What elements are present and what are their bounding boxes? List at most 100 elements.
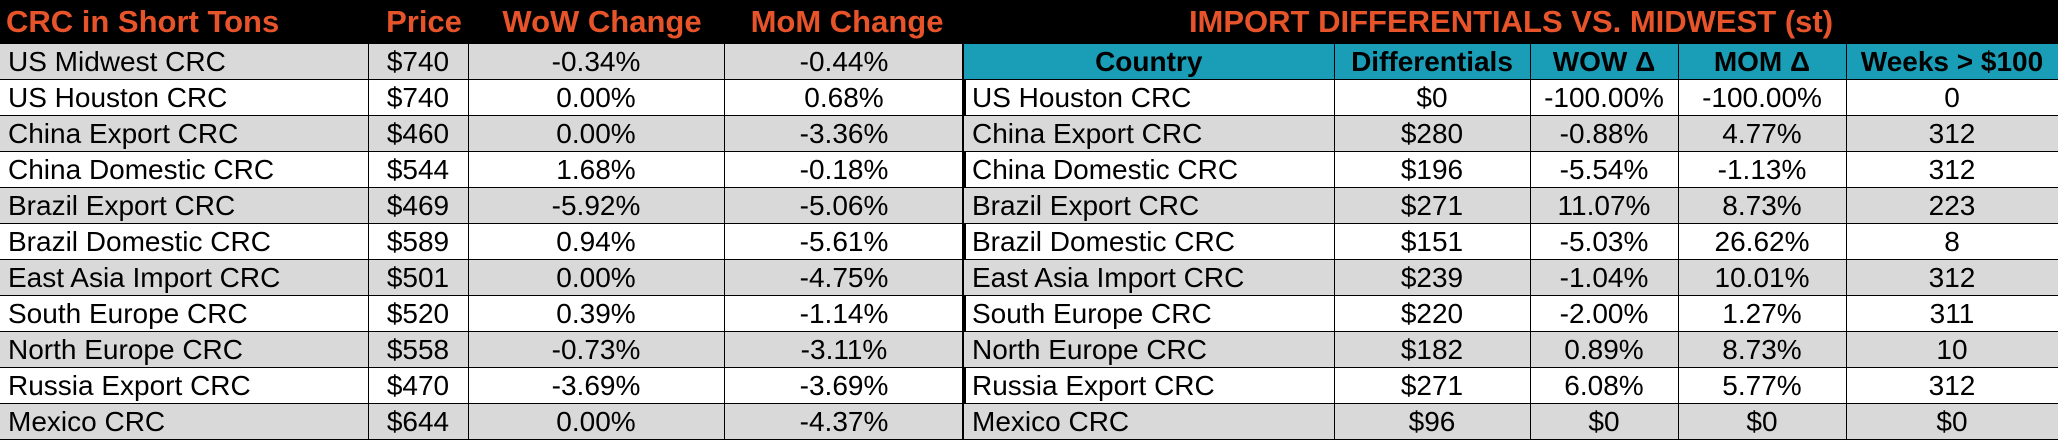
cell-wow: $0	[1530, 403, 1679, 440]
column-header-country: Country	[964, 44, 1335, 80]
cell-price: $644	[368, 403, 469, 440]
cell-diff: $220	[1334, 295, 1531, 332]
crc-prices-header-row: CRC in Short Tons Price WoW Change MoM C…	[0, 0, 964, 44]
import-differentials-panel: IMPORT DIFFERENTIALS VS. MIDWEST (st) Co…	[964, 0, 2058, 440]
cell-name: Brazil Domestic CRC	[0, 223, 369, 260]
cell-weeks: 10	[1846, 331, 2058, 368]
cell-diff: $196	[1334, 151, 1531, 188]
crc-prices-table-panel: CRC in Short Tons Price WoW Change MoM C…	[0, 0, 965, 440]
cell-name: US Midwest CRC	[0, 44, 369, 80]
cell-mom: -5.06%	[724, 187, 965, 224]
cell-weeks: 311	[1846, 295, 2058, 332]
cell-name: North Europe CRC	[964, 331, 1335, 368]
cell-mom: -5.61%	[724, 223, 965, 260]
cell-mom: -1.14%	[724, 295, 965, 332]
cell-mom: 4.77%	[1678, 115, 1847, 152]
cell-price: $558	[368, 331, 469, 368]
cell-name: Brazil Export CRC	[964, 187, 1335, 224]
cell-weeks: 312	[1846, 115, 2058, 152]
cell-wow: 11.07%	[1530, 187, 1679, 224]
crc-prices-table: US Midwest CRC $740 -0.34% -0.44% US Houston…	[0, 44, 965, 440]
cell-diff: $271	[1334, 367, 1531, 404]
cell-price: $469	[368, 187, 469, 224]
cell-weeks: 223	[1846, 187, 2058, 224]
cell-price: $544	[368, 151, 469, 188]
cell-wow: -5.92%	[468, 187, 725, 224]
cell-name: South Europe CRC	[964, 295, 1335, 332]
cell-name: North Europe CRC	[0, 331, 369, 368]
table-row: Brazil Export CRC $271 11.07% 8.73% 223	[964, 187, 2058, 224]
cell-name: US Houston CRC	[964, 79, 1335, 116]
table-row: China Export CRC $280 -0.88% 4.77% 312	[964, 115, 2058, 152]
table-row: China Export CRC $460 0.00% -3.36%	[0, 115, 965, 152]
cell-name: Mexico CRC	[964, 403, 1335, 440]
cell-mom: 10.01%	[1678, 259, 1847, 296]
table-row: Russia Export CRC $470 -3.69% -3.69%	[0, 367, 965, 404]
cell-wow: 6.08%	[1530, 367, 1679, 404]
column-header-weeks-over-100: Weeks > $100	[1846, 44, 2058, 80]
cell-mom: -3.69%	[724, 367, 965, 404]
cell-name: East Asia Import CRC	[964, 259, 1335, 296]
table-row: North Europe CRC $558 -0.73% -3.11%	[0, 331, 965, 368]
cell-mom: $0	[1678, 403, 1847, 440]
column-header-wow: WoW Change	[502, 4, 702, 39]
cell-name: China Domestic CRC	[964, 151, 1335, 188]
cell-weeks: 312	[1846, 259, 2058, 296]
table-row: East Asia Import CRC $501 0.00% -4.75%	[0, 259, 965, 296]
cell-name: China Export CRC	[0, 115, 369, 152]
table-row: China Domestic CRC $196 -5.54% -1.13% 312	[964, 151, 2058, 188]
cell-mom: 8.73%	[1678, 331, 1847, 368]
cell-wow: 0.00%	[468, 115, 725, 152]
cell-diff: $271	[1334, 187, 1531, 224]
cell-wow: 0.00%	[468, 403, 725, 440]
cell-name: China Domestic CRC	[0, 151, 369, 188]
table-row: US Houston CRC $0 -100.00% -100.00% 0	[964, 79, 2058, 116]
table-row: Russia Export CRC $271 6.08% 5.77% 312	[964, 367, 2058, 404]
cell-diff: $239	[1334, 259, 1531, 296]
cell-mom: -3.36%	[724, 115, 965, 152]
cell-name: China Export CRC	[964, 115, 1335, 152]
cell-mom: -0.44%	[724, 44, 965, 80]
cell-wow: -1.04%	[1530, 259, 1679, 296]
column-header-price: Price	[386, 4, 462, 39]
table-row: China Domestic CRC $544 1.68% -0.18%	[0, 151, 965, 188]
cell-price: $470	[368, 367, 469, 404]
cell-weeks: 0	[1846, 79, 2058, 116]
cell-diff: $151	[1334, 223, 1531, 260]
cell-name: East Asia Import CRC	[0, 259, 369, 296]
cell-wow: -0.73%	[468, 331, 725, 368]
cell-price: $460	[368, 115, 469, 152]
cell-mom: -1.13%	[1678, 151, 1847, 188]
table-row: US Midwest CRC $740 -0.34% -0.44%	[0, 44, 965, 80]
cell-price: $589	[368, 223, 469, 260]
cell-mom: -4.75%	[724, 259, 965, 296]
cell-wow: -100.00%	[1530, 79, 1679, 116]
import-differentials-header-row: Country Differentials WOW Δ MOM Δ Weeks …	[964, 44, 2058, 80]
table-row: East Asia Import CRC $239 -1.04% 10.01% 312	[964, 259, 2058, 296]
cell-name: Russia Export CRC	[964, 367, 1335, 404]
cell-wow: 1.68%	[468, 151, 725, 188]
cell-price: $740	[368, 79, 469, 116]
cell-mom: -100.00%	[1678, 79, 1847, 116]
cell-wow: 0.00%	[468, 79, 725, 116]
cell-price: $740	[368, 44, 469, 80]
cell-wow: 0.39%	[468, 295, 725, 332]
cell-mom: 5.77%	[1678, 367, 1847, 404]
cell-wow: -0.88%	[1530, 115, 1679, 152]
cell-wow: -3.69%	[468, 367, 725, 404]
table-row: South Europe CRC $220 -2.00% 1.27% 311	[964, 295, 2058, 332]
cell-price: $501	[368, 259, 469, 296]
cell-weeks: $0	[1846, 403, 2058, 440]
column-header-name: CRC in Short Tons	[6, 4, 280, 39]
table-row: Mexico CRC $96 $0 $0 $0	[964, 403, 2058, 440]
table-row: Brazil Export CRC $469 -5.92% -5.06%	[0, 187, 965, 224]
cell-diff: $280	[1334, 115, 1531, 152]
cell-diff: $182	[1334, 331, 1531, 368]
cell-wow: -5.03%	[1530, 223, 1679, 260]
cell-mom: 8.73%	[1678, 187, 1847, 224]
cell-name: Mexico CRC	[0, 403, 369, 440]
table-row: Brazil Domestic CRC $589 0.94% -5.61%	[0, 223, 965, 260]
column-header-differentials: Differentials	[1334, 44, 1531, 80]
cell-weeks: 312	[1846, 151, 2058, 188]
table-row: Brazil Domestic CRC $151 -5.03% 26.62% 8	[964, 223, 2058, 260]
